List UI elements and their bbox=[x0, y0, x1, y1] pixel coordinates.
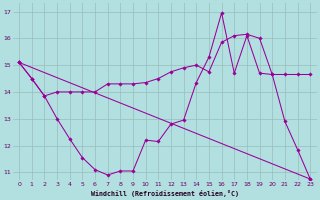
X-axis label: Windchill (Refroidissement éolien,°C): Windchill (Refroidissement éolien,°C) bbox=[91, 190, 239, 197]
